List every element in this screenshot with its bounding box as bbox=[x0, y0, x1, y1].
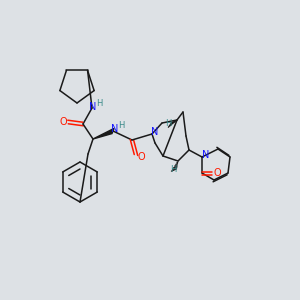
Polygon shape bbox=[93, 128, 114, 139]
Text: H: H bbox=[170, 164, 176, 173]
Text: N: N bbox=[89, 102, 97, 112]
Text: H: H bbox=[165, 118, 171, 127]
Text: H: H bbox=[96, 98, 102, 107]
Text: O: O bbox=[137, 152, 145, 162]
Text: N: N bbox=[151, 127, 159, 137]
Text: N: N bbox=[111, 124, 119, 134]
Text: H: H bbox=[118, 121, 124, 130]
Text: O: O bbox=[59, 117, 67, 127]
Text: N: N bbox=[202, 150, 210, 160]
Text: O: O bbox=[213, 168, 221, 178]
